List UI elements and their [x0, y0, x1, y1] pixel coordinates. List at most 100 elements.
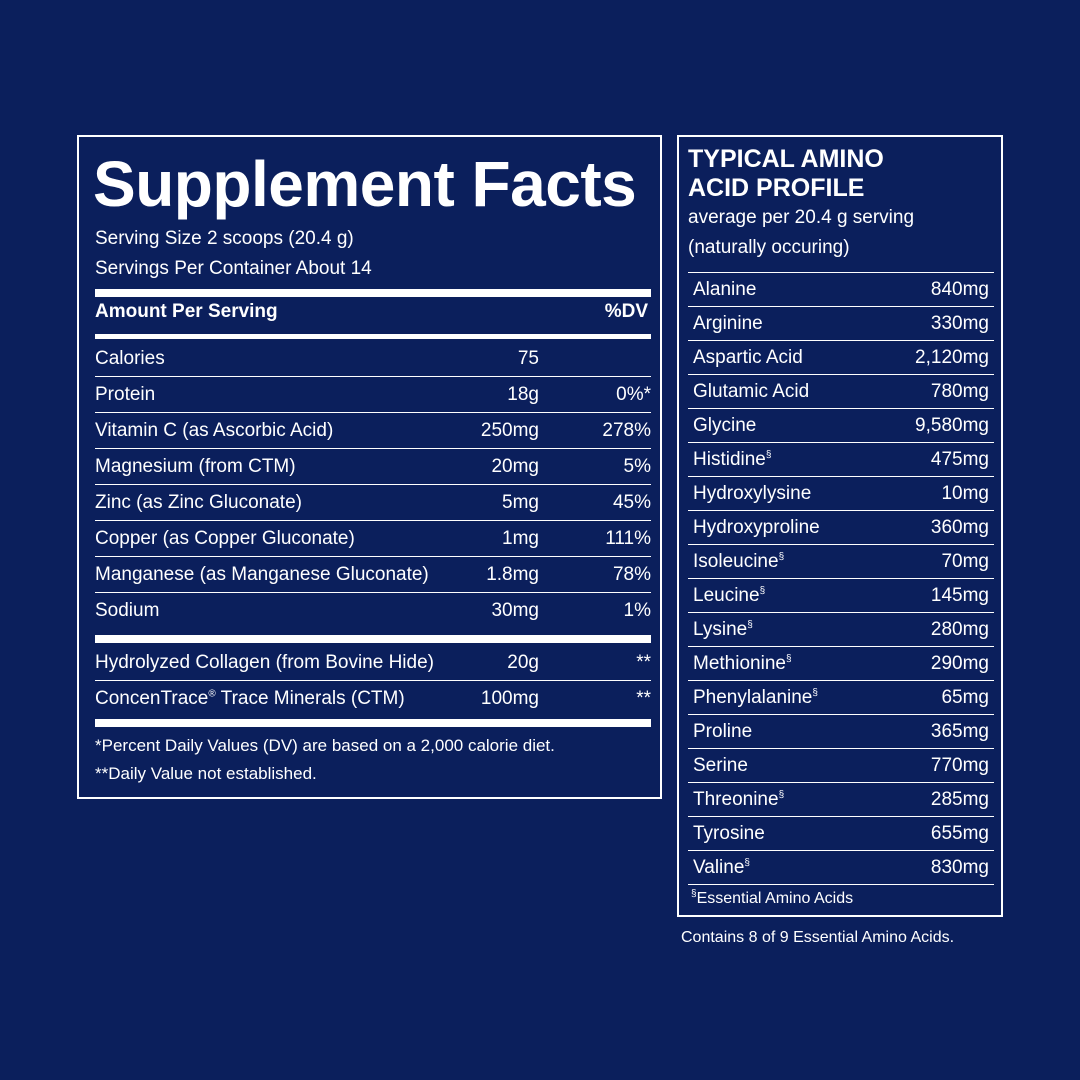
- nutrient-dv: 45%: [612, 492, 651, 513]
- essential-footnote-text: Essential Amino Acids: [696, 890, 854, 907]
- divider-thick: [95, 289, 651, 297]
- amino-acid-name-text: Valine: [693, 857, 745, 878]
- nutrient-row: Copper (as Copper Gluconate) 1mg 111%: [95, 521, 651, 557]
- amino-acid-name: Phenylalanine§: [693, 687, 818, 709]
- nutrient-dv: 5%: [623, 456, 651, 477]
- supplement-facts-panel: Supplement Facts Serving Size 2 scoops (…: [77, 135, 662, 799]
- essential-mark: §: [778, 551, 785, 563]
- amino-acid-row: Proline 365mg: [688, 715, 994, 749]
- amino-acid-name: Hydroxylysine: [693, 483, 811, 505]
- amino-acid-name-text: Tyrosine: [693, 823, 765, 844]
- nutrient-amount: 1.8mg: [486, 564, 539, 585]
- footnote-daily-values: *Percent Daily Values (DV) are based on …: [95, 736, 555, 755]
- amino-acid-name: Hydroxyproline: [693, 517, 820, 539]
- nutrient-name: Protein: [95, 384, 156, 405]
- amino-acid-amount: 655mg: [930, 823, 989, 844]
- footnote-not-established: **Daily Value not established.: [95, 764, 317, 783]
- essential-mark: §: [744, 857, 750, 869]
- nutrient-row: Magnesium (from CTM) 20mg 5%: [95, 449, 651, 485]
- nutrient-amount: 75: [517, 348, 539, 369]
- amino-acid-name: Methionine§: [693, 653, 792, 675]
- ingredient-dv: **: [636, 688, 651, 709]
- amino-acid-row: Aspartic Acid 2,120mg: [688, 341, 994, 375]
- amino-acid-row: Threonine§ 285mg: [688, 783, 994, 817]
- nutrient-table: Calories 75 Protein 18g 0%* Vitamin C (as Asc…: [95, 341, 651, 629]
- amino-title-line-2: ACID PROFILE: [688, 174, 865, 202]
- nutrient-amount: 30mg: [491, 600, 539, 621]
- nutrient-row: Calories 75: [95, 341, 651, 377]
- amino-acid-panel: TYPICAL AMINO ACID PROFILE average per 2…: [677, 135, 1003, 917]
- ingredient-amount: 20g: [507, 652, 539, 673]
- amino-acid-row: Lysine§ 280mg: [688, 613, 994, 647]
- nutrient-row: Protein 18g 0%*: [95, 377, 651, 413]
- amino-acid-name-text: Threonine: [693, 789, 779, 810]
- registered-mark: ®: [208, 688, 216, 700]
- amino-acid-amount: 360mg: [930, 517, 989, 538]
- amino-acid-amount: 285mg: [930, 789, 989, 810]
- nutrient-name: Calories: [95, 348, 165, 369]
- other-ingredients-table: Hydrolyzed Collagen (from Bovine Hide) 20…: [95, 645, 651, 717]
- amino-acid-row: Leucine§ 145mg: [688, 579, 994, 613]
- amino-acid-row: Methionine§ 290mg: [688, 647, 994, 681]
- ingredient-row: Hydrolyzed Collagen (from Bovine Hide) 20…: [95, 645, 651, 681]
- ingredient-name: Hydrolyzed Collagen (from Bovine Hide): [95, 652, 434, 674]
- amino-acid-amount: 770mg: [930, 755, 989, 776]
- nutrient-name: Manganese (as Manganese Gluconate): [95, 564, 429, 585]
- nutrient-amount: 250mg: [480, 420, 539, 441]
- amino-acid-amount: 475mg: [930, 449, 989, 470]
- amino-acid-name: Proline: [693, 721, 752, 743]
- ingredient-name-text: ConcenTrace: [95, 688, 209, 709]
- amino-acid-row: Tyrosine 655mg: [688, 817, 994, 851]
- amino-acid-name: Glycine: [693, 415, 756, 437]
- nutrient-dv: 1%: [623, 600, 651, 621]
- amino-acid-name-text: Histidine: [693, 449, 766, 470]
- amino-acid-name: Glutamic Acid: [693, 381, 809, 403]
- amino-acid-amount: 145mg: [930, 585, 989, 606]
- contains-note: Contains 8 of 9 Essential Amino Acids.: [681, 929, 955, 946]
- amino-acid-amount: 840mg: [930, 279, 989, 300]
- amino-acid-name-text: Arginine: [693, 313, 763, 334]
- amino-acid-name-text: Proline: [693, 721, 753, 742]
- amino-acid-name: Arginine: [693, 313, 763, 335]
- nutrient-dv: 278%: [602, 420, 651, 441]
- ingredient-row: ConcenTrace® Trace Minerals (CTM) 100mg **: [95, 681, 651, 717]
- amino-acid-name-text: Phenylalanine: [693, 687, 813, 708]
- amino-acid-row: Valine§ 830mg: [688, 851, 994, 885]
- nutrient-amount: 5mg: [502, 492, 539, 513]
- amino-acid-name-text: Leucine: [693, 585, 760, 606]
- amino-acid-name: Tyrosine: [693, 823, 765, 845]
- amino-acid-row: Glycine 9,580mg: [688, 409, 994, 443]
- amino-acid-table: Alanine 840mg Arginine 330mg Aspartic Acid 2,…: [688, 272, 994, 885]
- amino-acid-row: Serine 770mg: [688, 749, 994, 783]
- nutrient-row: Zinc (as Zinc Gluconate) 5mg 45%: [95, 485, 651, 521]
- amino-acid-amount: 9,580mg: [915, 415, 989, 436]
- amino-acid-name: Alanine: [693, 279, 756, 301]
- nutrient-name: Zinc (as Zinc Gluconate): [95, 492, 302, 513]
- essential-mark: §: [759, 585, 766, 597]
- amino-acid-amount: 65mg: [941, 687, 989, 708]
- ingredient-amount: 100mg: [480, 688, 539, 709]
- amino-acid-amount: 280mg: [930, 619, 989, 640]
- supplement-facts-title: Supplement Facts: [93, 148, 637, 220]
- nutrient-dv: 111%: [605, 528, 651, 549]
- amino-title-line-1: TYPICAL AMINO: [688, 145, 884, 173]
- amino-acid-amount: 330mg: [930, 313, 989, 334]
- amino-subtitle: average per 20.4 g serving: [688, 207, 915, 228]
- amino-acid-row: Histidine§ 475mg: [688, 443, 994, 477]
- nutrient-dv: 0%*: [616, 384, 651, 405]
- amino-acid-row: Arginine 330mg: [688, 307, 994, 341]
- amino-acid-amount: 290mg: [930, 653, 989, 674]
- amino-acid-name: Valine§: [693, 857, 750, 879]
- amino-acid-amount: 365mg: [930, 721, 989, 742]
- nutrient-amount: 1mg: [502, 528, 539, 549]
- servings-per-container: Servings Per Container About 14: [95, 258, 372, 279]
- nutrient-row: Manganese (as Manganese Gluconate) 1.8mg 7…: [95, 557, 651, 593]
- amino-acid-name-text: Glycine: [693, 415, 757, 436]
- amino-acid-amount: 780mg: [930, 381, 989, 402]
- divider-thick: [95, 719, 651, 727]
- amino-acid-name: Lysine§: [693, 619, 753, 641]
- amino-acid-name-text: Isoleucine: [693, 551, 779, 572]
- amino-subtitle-note: (naturally occuring): [688, 237, 850, 258]
- dv-header: %DV: [604, 301, 648, 322]
- amino-acid-name: Isoleucine§: [693, 551, 784, 573]
